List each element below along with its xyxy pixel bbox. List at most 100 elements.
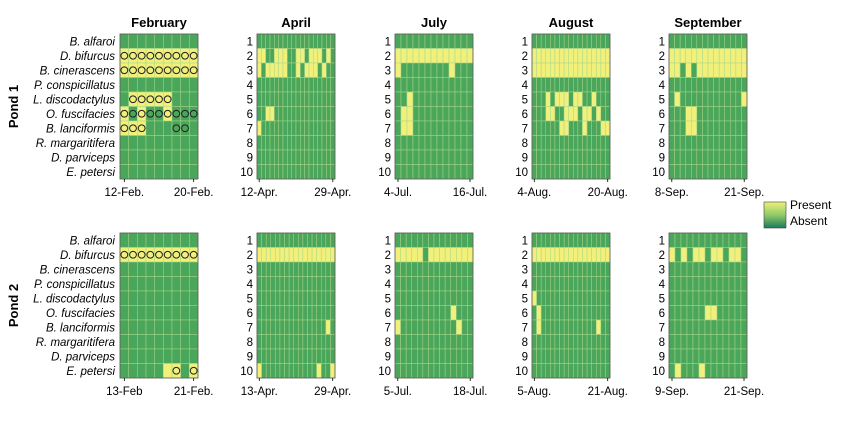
present-cell [563,62,569,78]
absent-cell [586,319,592,335]
absent-cell [320,232,327,248]
absent-cell [448,120,456,136]
absent-cell [444,290,451,306]
survey-circle-marker [163,51,172,60]
absent-cell [433,348,440,364]
absent-cell [261,62,266,78]
absent-cell [406,62,414,78]
absent-cell [288,261,294,277]
absent-cell [735,164,742,180]
absent-cell [405,261,412,277]
survey-circle-marker [120,250,129,259]
absent-cell [405,348,412,364]
present-cell [540,62,547,78]
present-cell [436,48,444,64]
present-cell [540,247,547,263]
absent-cell [171,135,181,151]
absent-cell [668,106,675,122]
absent-cell [293,363,299,379]
present-cell [685,48,692,64]
present-cell [577,91,583,107]
date-tick-label: 4-Jul. [384,187,412,199]
present-cell [317,48,323,64]
absent-cell [317,62,323,78]
absent-cell [577,348,583,364]
absent-cell [330,62,336,78]
absent-cell [400,91,408,107]
absent-cell [145,348,155,364]
absent-cell [550,319,556,335]
absent-cell [171,232,181,248]
absent-cell [540,91,547,107]
absent-cell [668,348,676,364]
absent-cell [298,290,304,306]
survey-circle-marker [163,250,172,259]
present-cell [288,247,294,263]
absent-cell [400,149,408,165]
absent-cell [668,334,676,350]
absent-cell [698,276,706,292]
absent-cell [316,305,322,321]
absent-cell [265,319,272,335]
absent-cell [577,334,583,350]
present-cell [406,48,414,64]
absent-cell [265,334,272,350]
absent-cell [154,77,164,93]
absent-cell [692,319,700,335]
survey-circle-marker [163,66,172,75]
absent-cell [582,276,588,292]
absent-cell [545,348,551,364]
absent-cell [171,91,181,107]
absent-cell [400,261,407,277]
absent-cell [545,149,551,165]
absent-cell [394,363,401,379]
absent-cell [256,77,262,93]
absent-cell [321,48,327,64]
absent-cell [442,164,450,180]
absent-cell [550,232,556,248]
absent-cell [439,334,446,350]
absent-cell [394,305,401,321]
absent-cell [448,33,456,49]
present-cell [554,91,560,107]
absent-cell [293,276,299,292]
absent-cell [279,232,285,248]
absent-cell [691,62,698,78]
absent-cell [573,276,579,292]
absent-cell [573,348,579,364]
absent-cell [716,319,724,335]
absent-cell [163,348,173,364]
absent-cell [394,120,402,136]
absent-cell [586,33,592,49]
absent-cell [400,164,408,180]
absent-cell [568,164,574,180]
absent-cell [444,276,451,292]
absent-cell [261,120,266,136]
absent-cell [460,62,468,78]
present-cell [325,319,331,335]
absent-cell [316,348,322,364]
absent-cell [304,77,310,93]
survey-circle-marker [181,124,189,133]
absent-cell [741,135,748,151]
survey-circle-marker [181,66,189,75]
absent-cell [685,135,692,151]
absent-cell [189,33,199,49]
absent-cell [573,363,579,379]
present-cell [577,247,583,263]
absent-cell [436,106,444,122]
present-cell [735,62,742,78]
absent-cell [461,305,468,321]
absent-cell [265,135,271,151]
absent-cell [330,120,336,136]
survey-circle-marker [172,250,181,259]
absent-cell [171,261,181,277]
absent-cell [707,106,714,122]
absent-cell [171,276,181,292]
absent-cell [261,261,267,277]
absent-cell [595,348,602,364]
absent-cell [531,77,537,93]
present-cell [536,48,542,64]
absent-cell [330,33,336,49]
absent-cell [284,232,290,248]
